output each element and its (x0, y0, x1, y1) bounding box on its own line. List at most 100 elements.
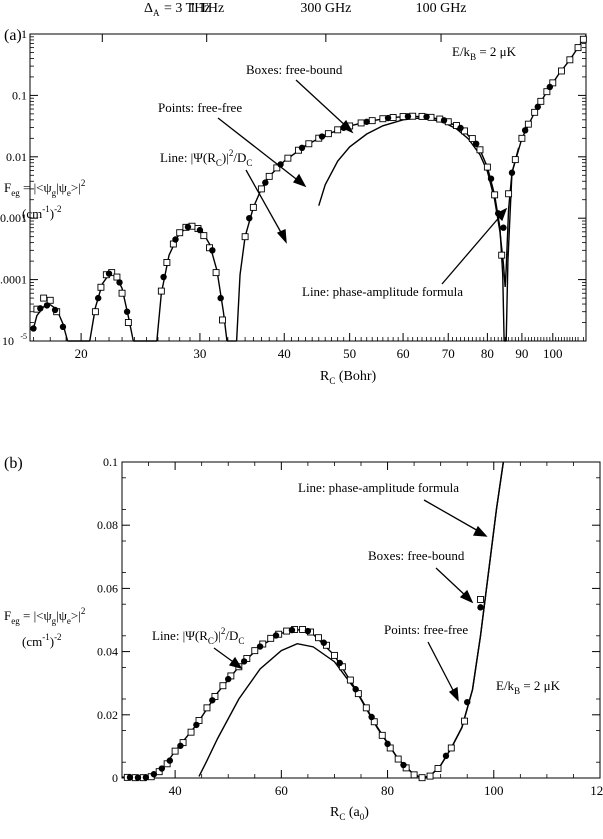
b-free-free-point (256, 643, 264, 650)
a-y-tick-exponent: -5 (20, 332, 27, 341)
arrowhead-line-exact (276, 229, 287, 244)
arrow-points-b (427, 641, 456, 695)
arrow-points (217, 117, 301, 183)
a-free-bound-box (476, 146, 484, 154)
panel-b-y-axis-label-line1: Feg = |<ψg|ψe>|2 (4, 606, 85, 626)
a-line-exact-segment (235, 115, 505, 342)
a-x-tick-label: 90 (515, 346, 528, 361)
panel-b-y-axis-label-line2: (cm-1)-2 (22, 632, 62, 649)
b-free-free-point (477, 604, 484, 611)
b-free-bound-box (267, 634, 275, 642)
a-line-exact-segment (156, 225, 228, 342)
panel-b-curves (121, 461, 505, 779)
b-x-tick-label: 40 (169, 783, 182, 798)
b-x-tick-label: 120 (590, 783, 603, 798)
a-free-free-point (384, 114, 392, 122)
a-free-bound-box (113, 273, 121, 281)
b-free-free-point (193, 721, 200, 729)
panel-b-annotation-phase-amplitude: Line: phase-amplitude formula (298, 480, 459, 495)
a-free-bound-box (579, 35, 587, 43)
b-free-free-point (368, 713, 375, 721)
b-free-free-point (150, 771, 158, 778)
a-free-bound-box (531, 108, 539, 116)
a-y-tick-label: 0.0001 (0, 273, 27, 287)
b-free-free-point (336, 659, 343, 667)
a-free-free-point (534, 103, 541, 111)
b-x-tick-label: 100 (484, 783, 504, 798)
a-free-bound-box (368, 117, 376, 125)
a-free-bound-box (265, 172, 273, 180)
panel-a-annotation-boxes: Boxes: free-bound (246, 62, 343, 77)
b-free-bound-box (418, 774, 426, 782)
a-free-bound-box (498, 251, 506, 259)
a-free-bound-box (163, 259, 171, 266)
arrow-phase-amplitude (441, 213, 503, 285)
a-free-bound-box (543, 88, 551, 96)
b-free-bound-box (187, 728, 195, 736)
a-free-free-point (404, 113, 412, 120)
b-free-free-point (158, 765, 166, 772)
b-free-bound-box (378, 731, 386, 739)
a-free-free-point (51, 306, 59, 314)
a-free-bound-box (91, 308, 99, 316)
panel-a-x-ticks: 20 30 40 50 60 70 80 90 100 (33, 333, 584, 361)
a-free-bound-box (157, 287, 165, 295)
a-free-free-point (217, 294, 224, 302)
b-free-free-point (464, 698, 471, 706)
a-line-exact-segment (89, 273, 134, 342)
b-free-bound-box (283, 627, 291, 635)
panel-b-annotation-points: Points: free-free (384, 622, 468, 637)
a-free-free-point (487, 175, 495, 182)
panel-b-x-axis-label: RC (a0) (330, 805, 369, 822)
b-free-bound-box (171, 747, 179, 755)
b-free-free-point (400, 761, 407, 769)
b-free-bound-box (219, 682, 227, 690)
panel-a-annotation-points: Points: free-free (158, 100, 242, 115)
a-free-bound-box (118, 289, 126, 297)
a-line-phase-amplitude (318, 117, 520, 287)
panel-a-annotation-phase-amplitude: Line: phase-amplitude formula (302, 284, 463, 299)
panel-b-free-free-points (126, 604, 484, 781)
b-free-bound-box (410, 771, 418, 779)
a-free-free-point (440, 117, 448, 124)
b-y-tick-label: 0.1 (103, 455, 118, 469)
panel-a-annotation-line-exact: Line: |Ψ(RC)|2/DC (160, 148, 252, 168)
b-free-free-point (142, 774, 150, 781)
panel-b-label: (b) (4, 455, 23, 472)
a-free-bound-box (176, 229, 184, 237)
b-free-free-point (209, 697, 216, 704)
a-free-bound-box (97, 283, 105, 291)
b-free-bound-box (447, 744, 455, 752)
a-x-tick-label: 50 (343, 346, 356, 361)
b-free-bound-box (394, 755, 402, 763)
a-free-free-point (500, 224, 507, 231)
b-free-free-point (126, 774, 134, 781)
b-free-bound-box (362, 704, 370, 712)
a-free-free-point (43, 302, 51, 309)
b-free-free-point (384, 740, 391, 748)
a-free-free-point (209, 247, 216, 254)
a-y-tick-label: 0.001 (0, 211, 27, 225)
a-free-bound-box (557, 67, 565, 75)
a-free-bound-box (219, 316, 226, 324)
a-line-exact-segment (505, 34, 587, 342)
a-free-bound-box (574, 44, 582, 52)
a-x-tick-label: 30 (193, 346, 206, 361)
a-x-tick-label: 100 (543, 346, 563, 361)
panel-a-annotation-arrows (217, 79, 508, 285)
panel-b: (b) 40 60 80 100 120 0 0.02 0.04 0.06 0.08 0.1 Fe… (4, 455, 603, 822)
arrow-boxes (295, 79, 349, 129)
b-free-free-point (240, 658, 248, 665)
arrow-line-exact (245, 169, 284, 237)
arrowhead-points (292, 173, 307, 188)
a-free-free-point (172, 236, 179, 243)
a-free-bound-box (483, 163, 491, 171)
b-y-tick-label: 0.04 (97, 645, 118, 659)
b-free-free-point (272, 632, 280, 639)
a-free-bound-box (241, 233, 249, 241)
b-free-bound-box (346, 676, 354, 684)
b-free-bound-box (299, 626, 307, 633)
b-free-free-point (352, 686, 359, 693)
a-free-free-point (246, 215, 253, 222)
a-free-bound-box (334, 126, 342, 134)
